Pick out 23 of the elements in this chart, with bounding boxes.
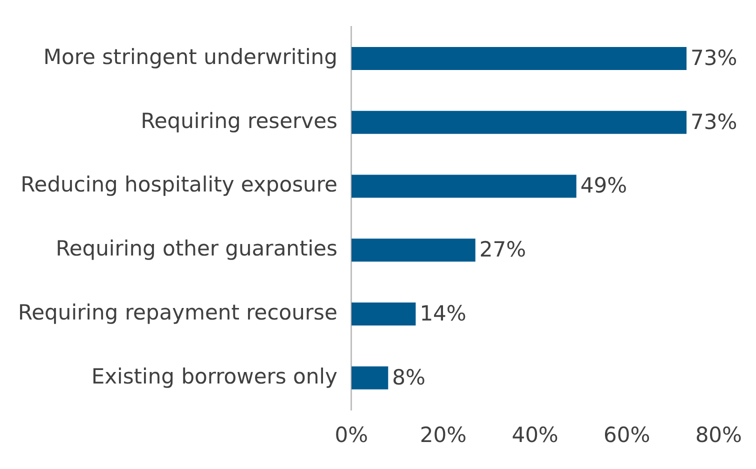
bar [351, 238, 476, 262]
bar [351, 174, 576, 198]
y-tick-label: Requiring repayment recourse [18, 300, 338, 324]
y-tick-label: Existing borrowers only [91, 364, 338, 388]
x-tick-label: 0% [334, 422, 368, 447]
bar [351, 366, 388, 390]
data-label: 14% [420, 301, 466, 326]
y-tick-label: Reducing hospitality exposure [20, 172, 338, 197]
y-tick-label: More stringent underwriting [43, 44, 338, 69]
x-tick-label: 60% [604, 422, 650, 447]
data-label: 73% [690, 46, 738, 70]
x-tick-label: 40% [512, 422, 558, 447]
data-label: 27% [479, 238, 526, 262]
x-tick-label: 20% [420, 422, 467, 447]
bar [351, 110, 687, 134]
data-label: 73% [690, 110, 738, 134]
bar [351, 302, 416, 326]
y-tick-label: Requiring other guaranties [56, 236, 338, 261]
bar [351, 47, 687, 70]
x-tick-label: 80% [695, 422, 742, 447]
y-tick-label: Requiring reserves [140, 108, 338, 133]
data-label: 8% [392, 365, 426, 390]
data-label: 49% [580, 174, 628, 198]
